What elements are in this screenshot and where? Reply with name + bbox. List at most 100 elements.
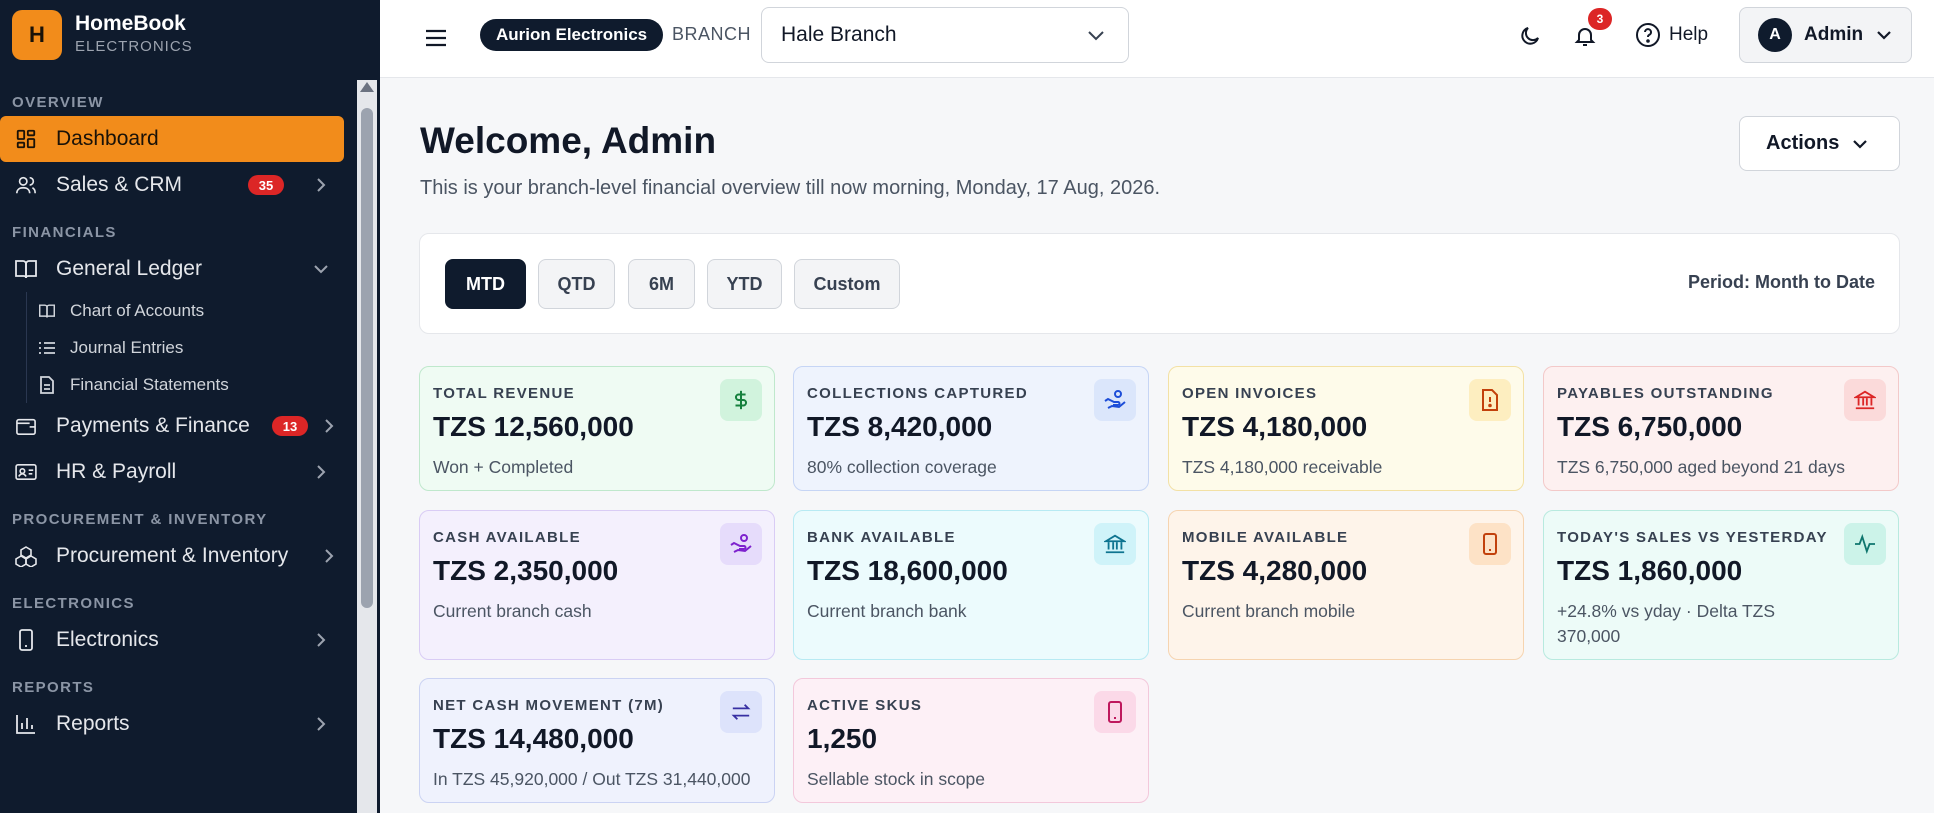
- sidebar-item-label: General Ledger: [56, 257, 202, 280]
- kpi-card-mobile-available[interactable]: MOBILE AVAILABLE TZS 4,280,000 Current b…: [1168, 510, 1524, 660]
- kpi-card-net-cash-movement[interactable]: NET CASH MOVEMENT (7M) TZS 14,480,000 In…: [419, 678, 775, 803]
- sidebar-item-label: HR & Payroll: [56, 460, 177, 483]
- hamburger-menu-button[interactable]: [422, 24, 450, 52]
- sidebar-subitem-label: Financial Statements: [70, 374, 229, 394]
- bell-icon: [1574, 28, 1596, 46]
- actions-label: Actions: [1766, 132, 1840, 154]
- kpi-label: TOTAL REVENUE: [433, 385, 575, 402]
- help-label: Help: [1669, 24, 1709, 45]
- kpi-value: TZS 12,560,000: [433, 411, 634, 442]
- kpi-label: NET CASH MOVEMENT (7M): [433, 697, 665, 714]
- sidebar-scrollbar[interactable]: [357, 80, 377, 813]
- kpi-card-total-revenue[interactable]: TOTAL REVENUE TZS 12,560,000 Won + Compl…: [419, 366, 775, 491]
- kpi-note: Current branch mobile: [1182, 601, 1356, 621]
- section-financials: FINANCIALS: [12, 224, 117, 241]
- theme-toggle-button[interactable]: [1516, 22, 1544, 50]
- kpi-label: ACTIVE SKUS: [807, 697, 923, 714]
- period-tab-ytd[interactable]: YTD: [707, 259, 782, 309]
- chevron-right-icon: [314, 717, 328, 731]
- scroll-thumb[interactable]: [361, 108, 373, 608]
- sidebar-item-label: Payments & Finance: [56, 414, 250, 437]
- sidebar-subitem-financial-statements[interactable]: Financial Statements: [0, 366, 350, 403]
- actions-button[interactable]: Actions: [1739, 116, 1900, 171]
- branch-select[interactable]: Hale Branch: [761, 7, 1129, 63]
- chevron-right-icon: [314, 178, 328, 192]
- avatar: A: [1758, 18, 1792, 52]
- brand[interactable]: H HomeBook ELECTRONICS: [12, 10, 193, 60]
- hand-coins-icon: [1094, 379, 1136, 421]
- period-tab-mtd[interactable]: MTD: [445, 259, 526, 309]
- invoice-alert-icon: [1469, 379, 1511, 421]
- sidebar-item-dashboard[interactable]: Dashboard: [0, 116, 344, 162]
- dollar-icon: [720, 379, 762, 421]
- kpi-value: TZS 4,180,000: [1182, 411, 1368, 442]
- notification-count-badge: 3: [1588, 8, 1612, 30]
- kpi-card-collections-captured[interactable]: COLLECTIONS CAPTURED TZS 8,420,000 80% c…: [793, 366, 1149, 491]
- dashboard-grid-icon: [14, 127, 38, 151]
- sidebar-item-reports[interactable]: Reports: [0, 701, 350, 747]
- sidebar-item-payments-finance[interactable]: Payments & Finance 13: [0, 403, 350, 449]
- kpi-value: TZS 2,350,000: [433, 555, 619, 586]
- kpi-value: TZS 4,280,000: [1182, 555, 1368, 586]
- chevron-right-icon: [314, 633, 328, 647]
- sidebar-item-label: Dashboard: [56, 127, 159, 150]
- scroll-up-arrow-icon[interactable]: [360, 82, 374, 92]
- kpi-label: CASH AVAILABLE: [433, 529, 581, 546]
- boxes-icon: [14, 544, 38, 568]
- sidebar-subitem-journal-entries[interactable]: Journal Entries: [0, 329, 350, 366]
- period-tab-custom[interactable]: Custom: [794, 259, 900, 309]
- chevron-right-icon: [322, 419, 336, 433]
- period-tab-qtd[interactable]: QTD: [538, 259, 615, 309]
- kpi-label: BANK AVAILABLE: [807, 529, 956, 546]
- kpi-card-active-skus[interactable]: ACTIVE SKUS 1,250 Sellable stock in scop…: [793, 678, 1149, 803]
- activity-icon: [1844, 523, 1886, 565]
- sidebar: H HomeBook ELECTRONICS OVERVIEW Dashboar…: [0, 0, 380, 813]
- book-icon: [38, 302, 56, 320]
- document-icon: [38, 375, 56, 394]
- section-overview: OVERVIEW: [12, 94, 104, 111]
- page-title: Welcome, Admin: [420, 120, 717, 161]
- kpi-card-todays-sales[interactable]: TODAY'S SALES VS YESTERDAY TZS 1,860,000…: [1543, 510, 1899, 660]
- period-filter-card: MTD QTD 6M YTD Custom Period: Month to D…: [419, 233, 1900, 334]
- sidebar-subitem-chart-of-accounts[interactable]: Chart of Accounts: [0, 292, 350, 329]
- sidebar-subitem-label: Journal Entries: [70, 337, 184, 357]
- notifications-button[interactable]: [1571, 22, 1599, 50]
- brand-subtitle: ELECTRONICS: [75, 38, 193, 55]
- kpi-label: TODAY'S SALES VS YESTERDAY: [1557, 529, 1828, 546]
- sidebar-item-electronics[interactable]: Electronics: [0, 617, 350, 663]
- chevron-down-icon: [1088, 23, 1104, 47]
- kpi-note: TZS 6,750,000 aged beyond 21 days: [1557, 457, 1845, 477]
- smartphone-icon: [14, 628, 38, 652]
- kpi-card-payables-outstanding[interactable]: PAYABLES OUTSTANDING TZS 6,750,000 TZS 6…: [1543, 366, 1899, 491]
- chevron-down-icon: [314, 262, 328, 276]
- branch-label: BRANCH: [672, 24, 752, 44]
- period-description: Period: Month to Date: [1688, 272, 1875, 292]
- hand-coins-icon: [720, 523, 762, 565]
- sidebar-item-hr-payroll[interactable]: HR & Payroll: [0, 449, 350, 495]
- payments-count-badge: 13: [272, 416, 308, 436]
- brand-logo: H: [12, 10, 62, 60]
- kpi-note: +24.8% vs yday · Delta TZS 370,000: [1557, 601, 1776, 646]
- company-pill[interactable]: Aurion Electronics: [480, 19, 664, 51]
- branch-select-value: Hale Branch: [781, 23, 897, 46]
- kpi-label: MOBILE AVAILABLE: [1182, 529, 1349, 546]
- kpi-card-cash-available[interactable]: CASH AVAILABLE TZS 2,350,000 Current bra…: [419, 510, 775, 660]
- chevron-right-icon: [322, 549, 336, 563]
- help-button[interactable]: Help: [1635, 22, 1708, 48]
- kpi-card-bank-available[interactable]: BANK AVAILABLE TZS 18,600,000 Current br…: [793, 510, 1149, 660]
- section-procurement: PROCUREMENT & INVENTORY: [12, 511, 268, 528]
- section-reports: REPORTS: [12, 679, 95, 696]
- sidebar-subitem-label: Chart of Accounts: [70, 300, 205, 320]
- chevron-down-icon: [1853, 132, 1868, 155]
- user-menu-button[interactable]: A Admin: [1739, 7, 1912, 63]
- users-icon: [14, 173, 38, 197]
- sidebar-item-sales-crm[interactable]: Sales & CRM 35: [0, 162, 350, 208]
- mobile-icon: [1094, 691, 1136, 733]
- kpi-card-open-invoices[interactable]: OPEN INVOICES TZS 4,180,000 TZS 4,180,00…: [1168, 366, 1524, 491]
- period-tab-6m[interactable]: 6M: [628, 259, 695, 309]
- sidebar-item-procurement-inventory[interactable]: Procurement & Inventory: [0, 533, 350, 579]
- kpi-label: COLLECTIONS CAPTURED: [807, 385, 1028, 402]
- transfer-icon: [720, 691, 762, 733]
- sales-crm-count-badge: 35: [248, 175, 284, 195]
- sidebar-item-general-ledger[interactable]: General Ledger: [0, 246, 350, 292]
